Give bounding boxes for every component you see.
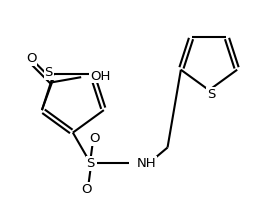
Text: O: O [89, 132, 100, 145]
Text: O: O [81, 183, 92, 196]
Text: NH: NH [137, 157, 156, 170]
Text: O: O [26, 52, 36, 65]
Text: S: S [86, 157, 95, 170]
Text: OH: OH [90, 70, 110, 83]
Text: S: S [207, 88, 215, 101]
Text: S: S [45, 66, 53, 79]
